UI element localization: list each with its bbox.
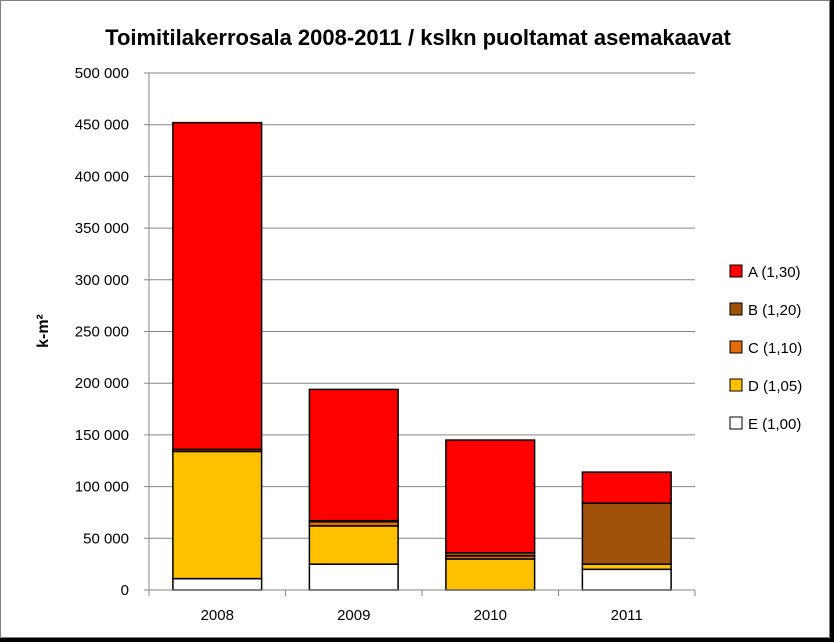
bar-segment [445, 558, 536, 591]
x-tick-label: 2010 [474, 607, 507, 624]
y-tick-label: 150 000 [75, 427, 129, 444]
x-axis-ticks: 2008 2009 2010 2011 [148, 590, 696, 624]
y-tick-label: 200 000 [75, 375, 129, 392]
bar-segment [581, 471, 672, 504]
bar-segment [581, 563, 672, 571]
y-axis-label: k-m² [35, 314, 52, 348]
y-tick-label: 100 000 [75, 479, 129, 496]
chart-title: Toimitilakerrosala 2008-2011 / kslkn puo… [105, 25, 731, 50]
y-tick-label: 500 000 [75, 65, 129, 82]
legend-swatch [729, 416, 743, 430]
y-tick-label: 50 000 [83, 530, 129, 547]
y-tick-label: 300 000 [75, 272, 129, 289]
legend-label: D (1,05) [748, 378, 802, 395]
legend-swatch [729, 264, 743, 278]
legend-swatch [729, 302, 743, 316]
bars [172, 121, 672, 591]
y-tick-label: 250 000 [75, 324, 129, 341]
x-tick-label: 2008 [201, 607, 234, 624]
x-tick-label: 2011 [611, 607, 643, 624]
y-tick-label: 400 000 [75, 168, 129, 185]
bar-segment [581, 568, 672, 591]
y-tick-label: 450 000 [75, 117, 129, 134]
legend-swatch [729, 340, 743, 354]
legend-label: E (1,00) [748, 416, 801, 433]
legend-label: C (1,10) [748, 340, 802, 357]
legend-label: A (1,30) [748, 264, 801, 281]
bar-segment [581, 502, 672, 565]
x-tick-label: 2009 [337, 607, 370, 624]
bar-segment [172, 577, 263, 591]
y-tick-label: 350 000 [75, 220, 129, 237]
bar-segment [172, 450, 263, 580]
y-tick-label: 0 [121, 582, 129, 599]
bar-segment [445, 439, 536, 554]
bar-segment [308, 388, 399, 522]
legend-swatch [729, 378, 743, 392]
bar-segment [308, 525, 399, 565]
bar-segment [172, 121, 263, 451]
bar-segment [308, 563, 399, 591]
y-axis-ticks: 0 50 000 100 000 150 000 200 000 250 000 300 0… [75, 65, 149, 599]
legend-label: B (1,20) [748, 302, 801, 319]
legend: A (1,30) B (1,20) C (1,10) D (1,05) E (1,00) [729, 264, 802, 433]
